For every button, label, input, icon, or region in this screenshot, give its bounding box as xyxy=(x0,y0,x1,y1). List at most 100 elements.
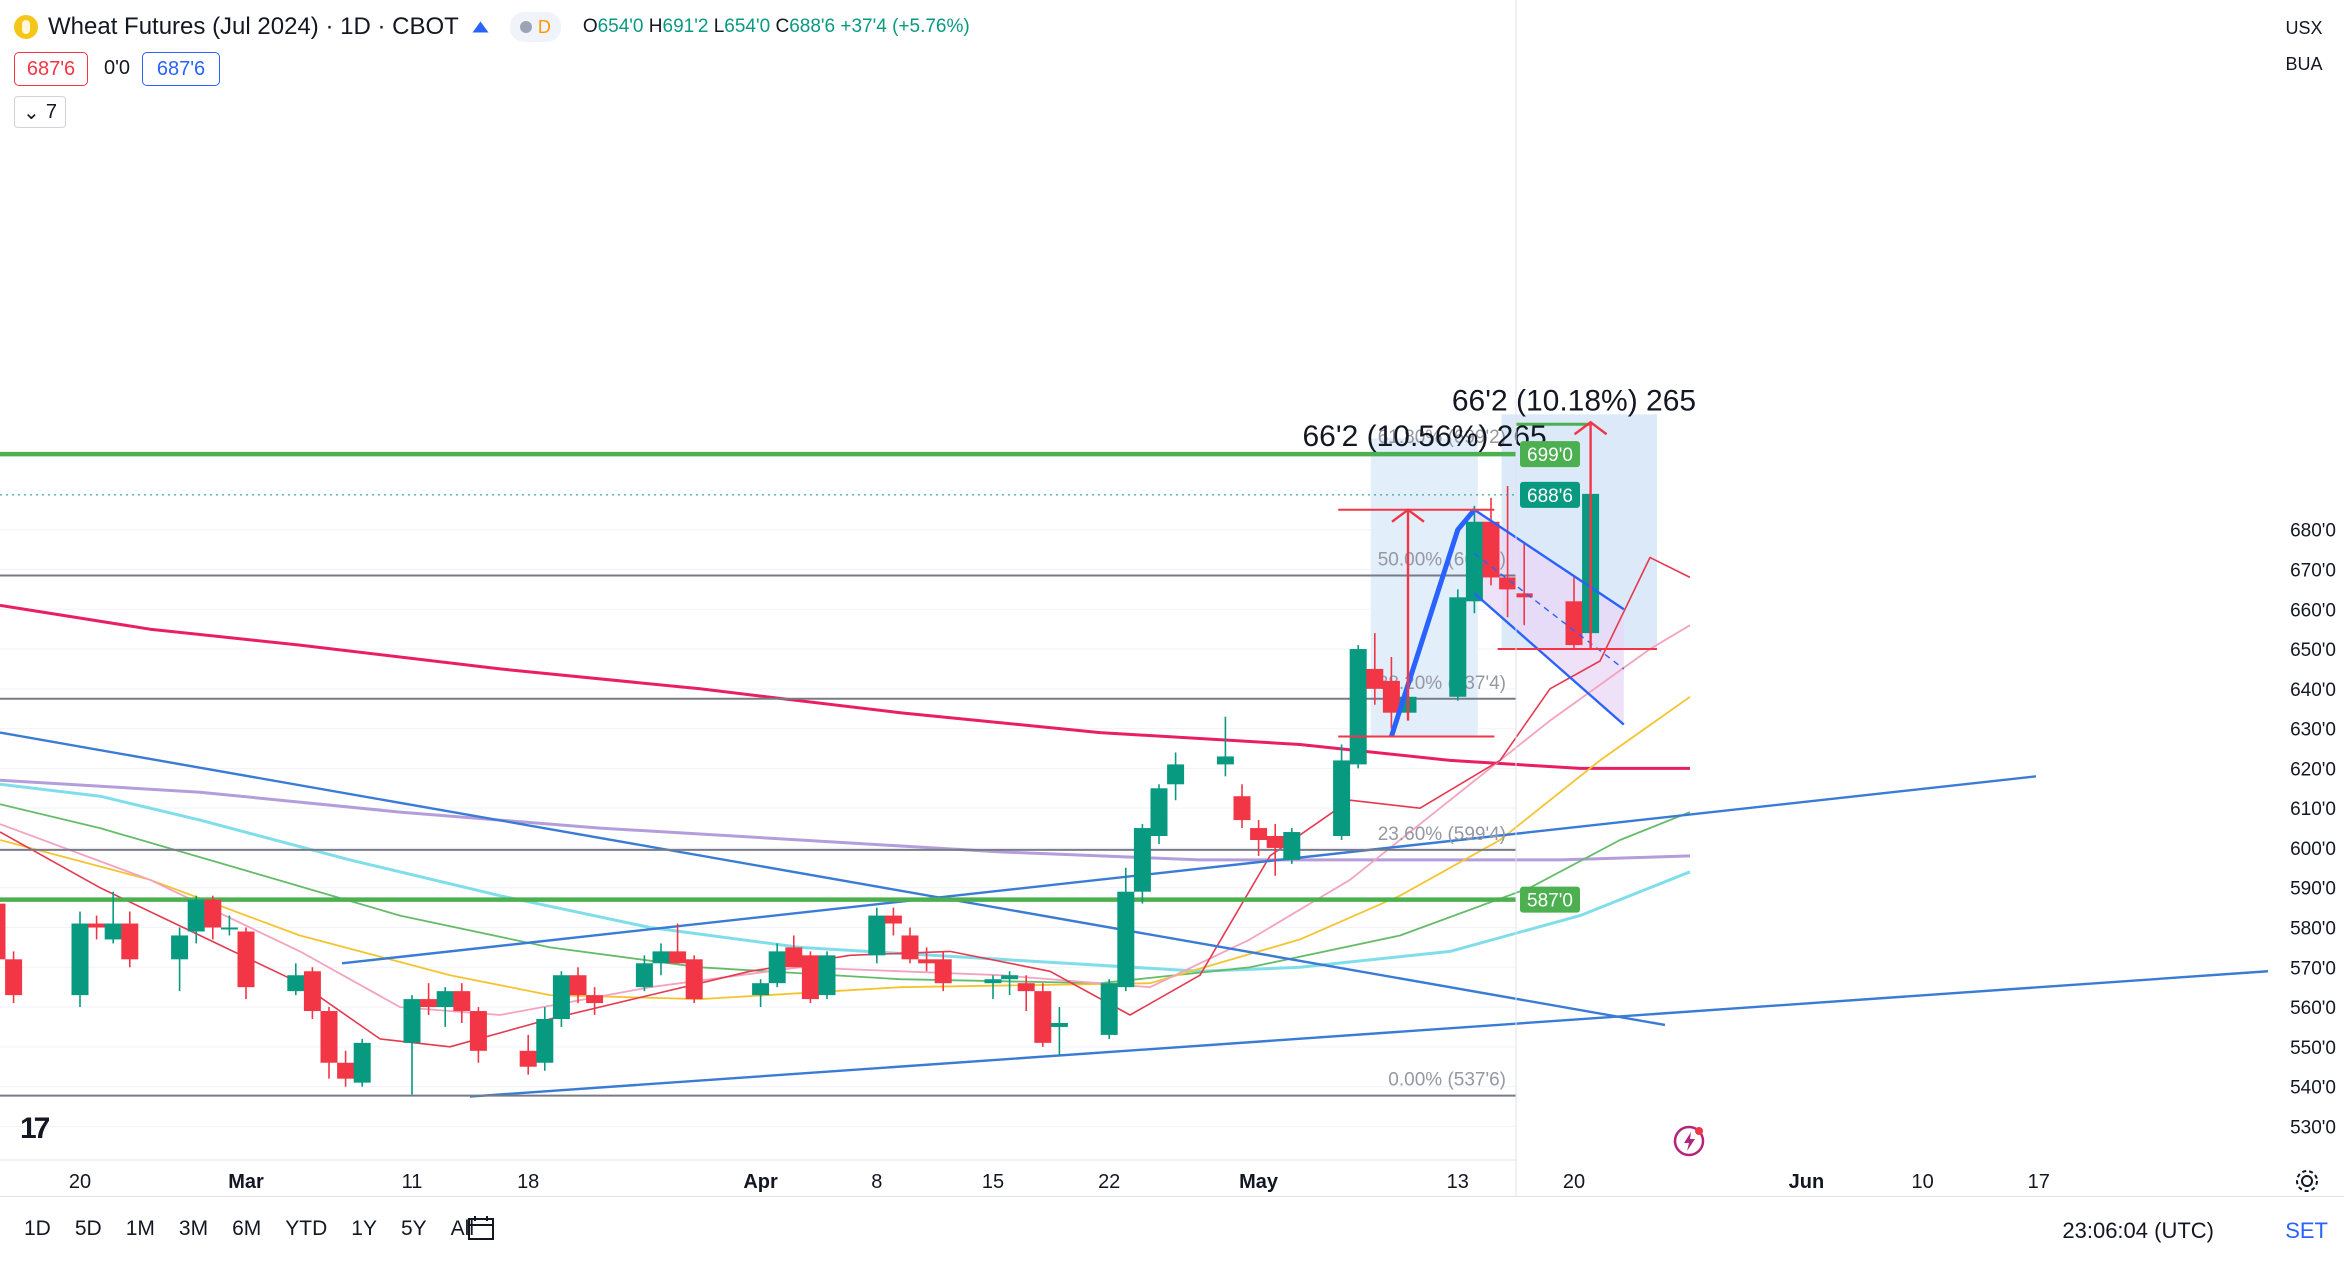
candle-body xyxy=(801,955,819,1000)
price-badge-label: 587'0 xyxy=(1527,891,1573,912)
candle-body xyxy=(1449,597,1467,697)
gear-icon[interactable] xyxy=(2294,1168,2320,1194)
candle-body xyxy=(934,959,952,984)
time-tick-label: 20 xyxy=(69,1171,91,1193)
fib-level-label: 23.60% (599'4) xyxy=(1378,824,1506,845)
ma-100 xyxy=(0,778,1691,862)
candle-body xyxy=(669,951,687,964)
price-tick-label: 670'0 xyxy=(2290,560,2336,581)
bottom-divider xyxy=(0,1196,2344,1197)
sell-price-button[interactable]: 687'6 xyxy=(14,52,88,86)
candle-body xyxy=(884,915,902,924)
candle-body xyxy=(1133,828,1151,892)
ma-20 xyxy=(0,696,1691,1000)
time-tick-label: May xyxy=(1239,1171,1279,1193)
indicators-toggle[interactable]: ⌄ 7 xyxy=(14,96,66,128)
lightning-alert-icon[interactable] xyxy=(1672,1124,1706,1158)
flag-icon[interactable] xyxy=(472,21,489,33)
range-1y[interactable]: 1Y xyxy=(351,1217,377,1240)
time-tick-label: Mar xyxy=(228,1171,264,1193)
price-tick-label: 630'0 xyxy=(2290,720,2336,741)
goto-date-icon[interactable] xyxy=(466,1214,498,1244)
candle-body xyxy=(1349,649,1367,765)
range-6m[interactable]: 6M xyxy=(232,1217,262,1240)
candle-body xyxy=(1515,593,1533,598)
candle-body xyxy=(1233,796,1251,821)
candle-body xyxy=(1034,991,1052,1043)
time-tick-label: Apr xyxy=(743,1171,778,1193)
candle-body xyxy=(71,923,89,996)
candle-body xyxy=(104,923,122,940)
measure-label-1: 66'2 (10.56%) 265 xyxy=(1302,420,1546,453)
market-status-pill[interactable]: D xyxy=(509,12,561,42)
candle-body xyxy=(171,935,189,960)
candle-body xyxy=(1250,828,1268,840)
range-1d[interactable]: 1D xyxy=(24,1217,51,1240)
candle-body xyxy=(1382,680,1400,713)
price-tick-label: 580'0 xyxy=(2290,919,2336,940)
candle-body xyxy=(220,927,238,930)
flag-pole xyxy=(1389,508,1477,738)
price-tick-label: 530'0 xyxy=(2290,1117,2336,1138)
candle-body xyxy=(552,975,570,1019)
candle-body xyxy=(868,915,886,956)
measure-arrowhead-1 xyxy=(1391,508,1425,523)
candle-body xyxy=(818,955,836,996)
candle-body xyxy=(303,971,321,1012)
candle-body xyxy=(353,1042,371,1083)
candle-body xyxy=(1117,891,1135,988)
price-tick-label: 680'0 xyxy=(2290,521,2336,542)
clock[interactable]: 23:06:04 (UTC) xyxy=(2062,1218,2214,1243)
range-5y[interactable]: 5Y xyxy=(400,1217,427,1240)
symbol-title[interactable]: Wheat Futures (Jul 2024) · 1D · CBOT xyxy=(48,13,459,40)
fib-level-label: 0.00% (537'6) xyxy=(1388,1070,1506,1091)
candle-body xyxy=(785,947,803,968)
candle-body xyxy=(519,1050,537,1067)
candle-body xyxy=(403,999,421,1043)
ohlc-readout: O654'0 H691'2 L654'0 C688'6 +37'4 (+5.76… xyxy=(582,16,970,37)
time-tick-label: 22 xyxy=(1098,1171,1120,1193)
price-tick-label: 660'0 xyxy=(2290,600,2336,621)
time-tick-label: Jun xyxy=(1789,1171,1825,1193)
measure-label-2: 66'2 (10.18%) 265 xyxy=(1452,384,1696,417)
chart-legend: Wheat Futures (Jul 2024) · 1D · CBOT D O… xyxy=(14,10,970,44)
candle-body xyxy=(1216,756,1234,765)
price-tick-label: 650'0 xyxy=(2290,640,2336,661)
range-ytd[interactable]: YTD xyxy=(285,1217,328,1240)
unit-selector[interactable]: BUA xyxy=(2285,53,2323,74)
candle-body xyxy=(1100,983,1118,1035)
ma-5 xyxy=(0,556,1691,1048)
spread-value: 0'0 xyxy=(103,56,131,79)
candle-body xyxy=(652,951,670,964)
range-5d[interactable]: 5D xyxy=(74,1217,102,1240)
status-dot-icon xyxy=(519,21,532,33)
candle-body xyxy=(0,903,6,960)
measure-arrowhead-2 xyxy=(1573,420,1608,436)
candle-body xyxy=(287,975,305,992)
time-tick-label: 11 xyxy=(402,1171,423,1193)
range-3m[interactable]: 3M xyxy=(178,1217,209,1240)
price-tick-label: 590'0 xyxy=(2290,879,2336,900)
candle-body xyxy=(1482,521,1500,578)
candle-body xyxy=(121,923,139,960)
time-tick-label: 20 xyxy=(1563,1171,1585,1193)
candle-body xyxy=(5,959,23,996)
candle-body xyxy=(1150,788,1168,837)
trendline-ascending-upper xyxy=(341,775,2037,965)
price-tick-label: 640'0 xyxy=(2290,680,2336,701)
candle-body xyxy=(1565,601,1583,646)
trendline-descending xyxy=(0,731,1666,1027)
delayed-letter: D xyxy=(537,16,551,37)
ma-200 xyxy=(0,603,1690,770)
currency-selector[interactable]: USX xyxy=(2285,17,2323,38)
wheat-logo-icon xyxy=(14,15,38,39)
candle-body xyxy=(1465,521,1483,602)
range-1m[interactable]: 1M xyxy=(125,1217,155,1240)
candle-body xyxy=(420,999,438,1008)
trendline-ascending-lower xyxy=(469,970,2269,1098)
candle-body xyxy=(1366,668,1384,689)
buy-price-button[interactable]: 687'6 xyxy=(142,52,220,86)
session-button[interactable]: SET xyxy=(2285,1218,2328,1243)
time-tick-label: 8 xyxy=(871,1171,882,1193)
